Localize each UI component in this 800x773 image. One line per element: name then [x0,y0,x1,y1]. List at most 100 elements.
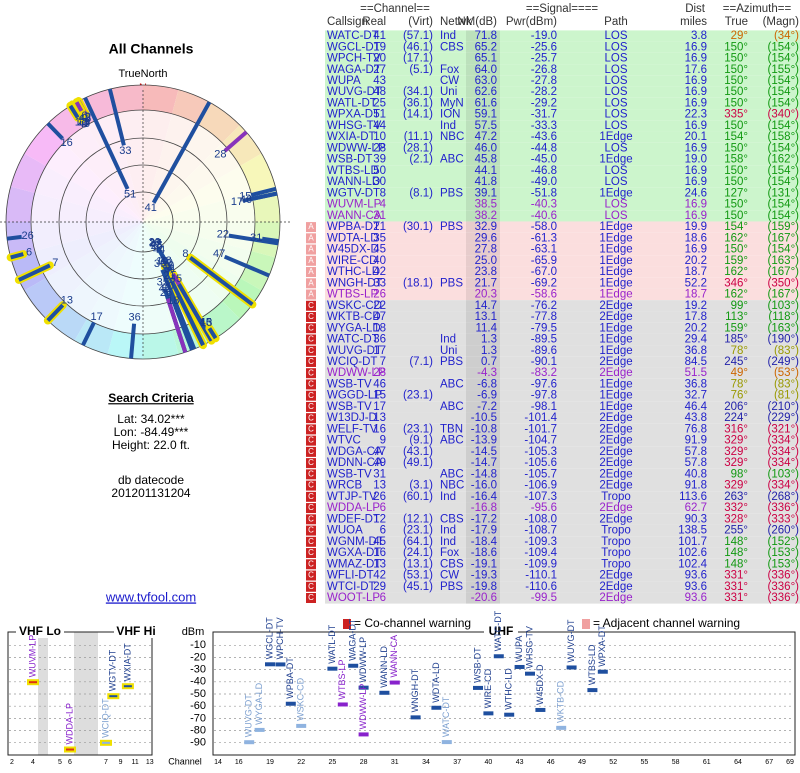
cell: 44.1 [475,165,497,177]
header: Real [362,16,386,28]
spoke-label: 27 [149,237,161,249]
cell: 35 [373,232,386,244]
cell: 159° [724,322,748,334]
cell: 1.3 [481,345,497,357]
cell: 16.9 [685,244,707,256]
site-link[interactable]: www.tvfool.com [105,589,196,604]
x-tick-label: 49 [578,759,586,766]
x-tick-label: 7 [104,759,108,766]
cell: 22.3 [685,109,707,121]
cell: 332° [724,502,748,514]
cell: 84.5 [685,356,707,368]
cell: (34°) [774,30,799,42]
cell: -16.8 [471,502,497,514]
cell: 93.6 [685,592,707,604]
cell: -99.5 [531,592,557,604]
cell: 1Edge [599,401,632,413]
cell: -61.3 [531,232,557,244]
nm-shade [466,266,500,278]
warning-letter: A [308,245,314,254]
cell: 43.8 [685,412,707,424]
cell: WDDA-LP [327,502,380,514]
warning-letter: A [308,233,314,242]
spoke-label: 15 [239,190,251,202]
cell: 20 [373,53,386,65]
cell: (154°) [768,199,800,211]
nm-shade [466,356,500,368]
nm-shade [466,165,500,177]
cell: Fox [440,64,459,76]
cell: 28 [373,142,386,154]
lon: Lon: -84.49*** [114,425,189,439]
y-tick-label: -10 [190,639,206,651]
spoke-label: 43 [150,238,162,250]
cell: 331° [724,570,748,582]
warning-letter: C [308,436,314,445]
cell: WIRE-CD [327,255,377,267]
cell: (53°) [774,367,799,379]
warning-icon [306,368,316,379]
cell: (3.1) [409,480,433,492]
cell: 1Edge [599,232,632,244]
cell: (8.1) [409,187,433,199]
signal-label: WSKC-CD [296,677,306,720]
cell: 93.6 [685,581,707,593]
cell: W45DX-D [327,244,379,256]
cell: WHSG-TV [327,120,382,132]
cell: WSB-TV [327,378,372,390]
cell: WSB-DT [327,154,372,166]
cell: -58.0 [531,221,557,233]
spoke-label: 16 [61,137,73,149]
spoke-label: 6 [85,113,91,125]
row-bg [325,401,800,413]
cell: (23.1) [403,525,433,537]
row-bg [325,165,800,177]
panel-title: VHF Lo [19,624,61,638]
cell: 2Edge [599,457,632,469]
cell: -109.9 [524,558,557,570]
spoke-label: 13 [200,317,212,329]
cell: -14.8 [471,468,497,480]
nm-shade [466,131,500,143]
cell: WUVG-DT [327,86,382,98]
signal-bar [389,680,400,685]
cell: -76.2 [531,300,557,312]
cell: 150° [724,97,748,109]
warning-letter: C [308,380,314,389]
cell: (162°) [768,154,800,166]
cell: (30.1) [403,221,433,233]
x-tick-label: 16 [235,759,243,766]
cell: LOS [604,97,627,109]
cell: -106.9 [524,480,557,492]
spoke [83,96,130,190]
row-bg [325,547,800,559]
spoke-label: 12 [75,117,87,129]
cell: 26 [373,491,386,503]
cell: (154°) [768,210,800,222]
header-group: ==Signal==== [526,3,599,15]
cell: Ind [440,491,456,503]
cell: LOS [604,30,627,42]
cell: 263° [724,491,748,503]
y-axis-title: dBm [182,626,205,638]
cell: 50 [373,165,386,177]
cell: (153°) [768,558,800,570]
cell: 1Edge [599,277,632,289]
row-bg [325,243,800,256]
cell: Tropo [601,547,631,559]
cell: LOS [604,109,627,121]
cell: 59.1 [475,109,497,121]
title-bg [114,626,158,638]
cell: NBC [440,480,464,492]
signal-label: WUVM-LP [27,635,37,678]
cell: 29 [373,581,386,593]
cell: WYGA-LD [327,322,381,334]
cell: MyN [440,97,464,109]
header-group: ==Channel== [360,3,430,15]
cell: -77.8 [531,311,557,323]
gap-band [38,632,48,755]
cell: WTBS-LP [327,289,378,301]
cell: (103°) [768,300,800,312]
spoke-label: 44 [153,244,165,256]
warning-icon [306,413,316,424]
